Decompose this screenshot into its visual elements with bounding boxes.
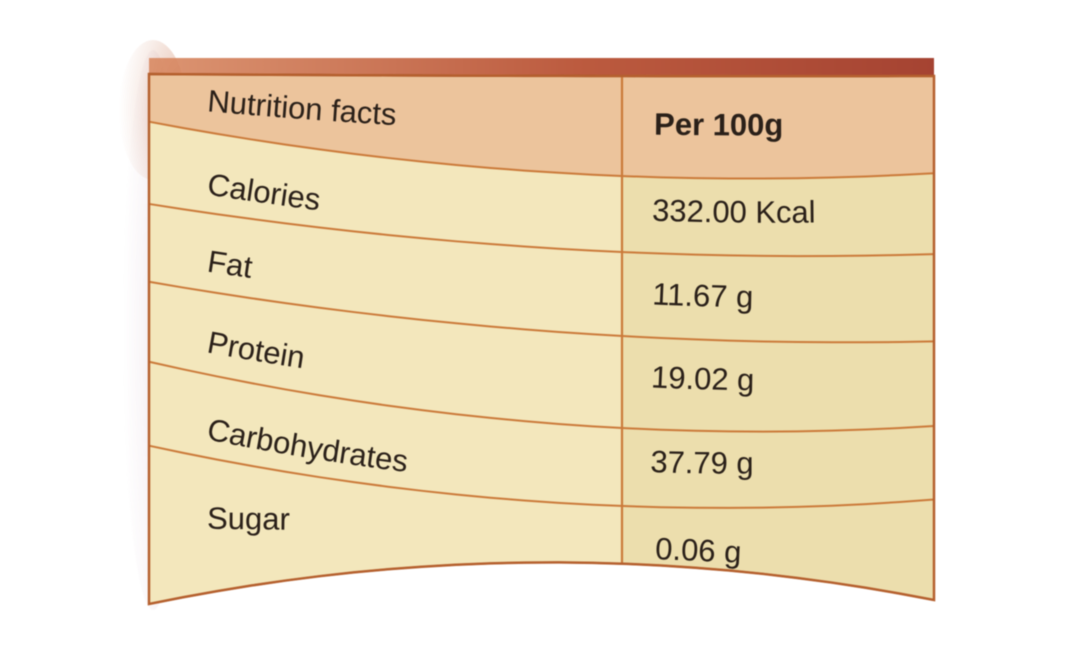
svg-text:11.67 g: 11.67 g (652, 276, 754, 314)
svg-text:37.79 g: 37.79 g (650, 444, 754, 481)
svg-text:Per 100g: Per 100g (654, 107, 783, 143)
svg-text:Sugar: Sugar (207, 501, 290, 537)
svg-text:19.02 g: 19.02 g (650, 359, 754, 397)
svg-text:0.06 g: 0.06 g (655, 531, 743, 570)
svg-text:Fat: Fat (205, 244, 255, 285)
svg-text:332.00 Kcal: 332.00 Kcal (652, 193, 816, 230)
